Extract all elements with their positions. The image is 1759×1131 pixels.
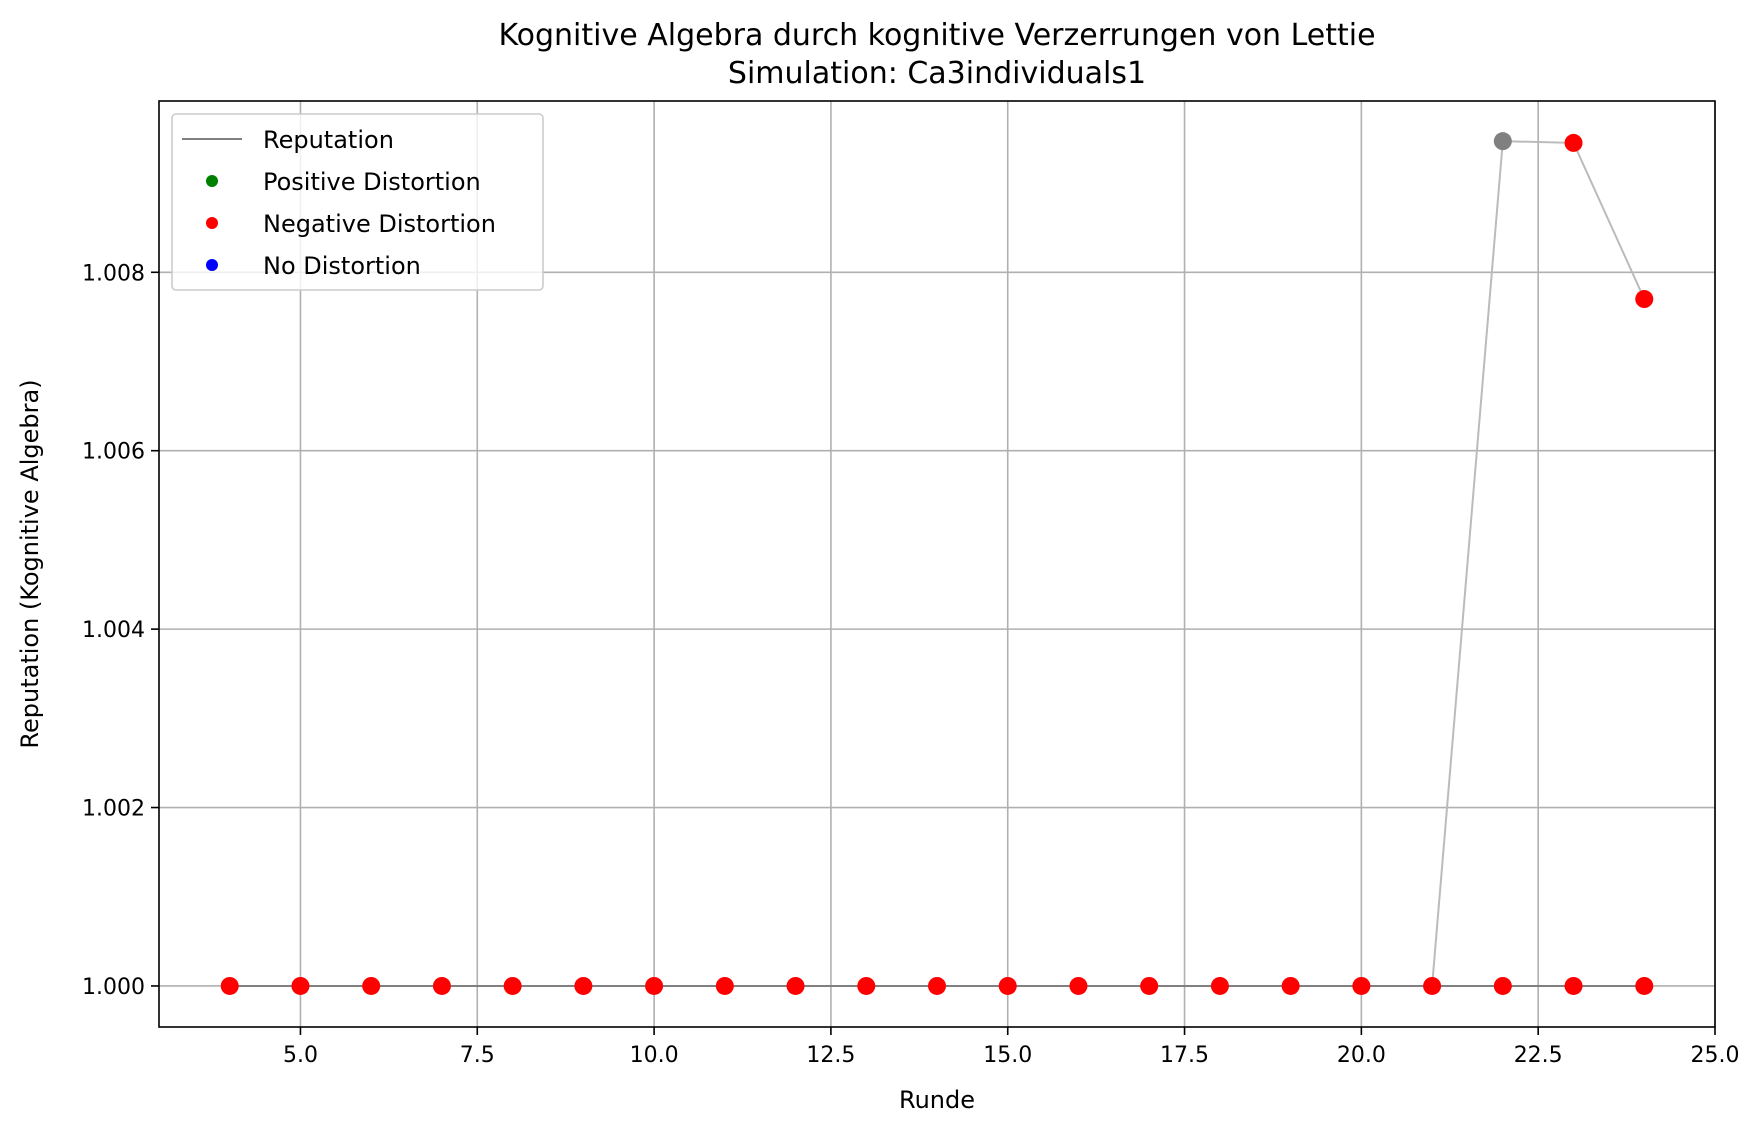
data-point	[857, 976, 876, 995]
data-point	[1635, 290, 1654, 309]
x-tick-label: 5.0	[283, 1043, 318, 1068]
data-point	[1564, 976, 1583, 995]
x-tick-label: 22.5	[1514, 1043, 1563, 1068]
data-point	[1423, 976, 1442, 995]
data-point	[928, 976, 946, 995]
legend-marker-swatch	[206, 175, 218, 187]
x-tick-label: 7.5	[460, 1043, 495, 1068]
legend-marker-swatch	[206, 217, 218, 229]
legend-label: Negative Distortion	[263, 210, 496, 238]
data-point	[220, 976, 239, 995]
data-point	[786, 976, 805, 995]
y-tick-label: 1.002	[82, 797, 145, 822]
legend-label: Positive Distortion	[263, 168, 481, 196]
data-point	[1140, 976, 1159, 995]
data-point	[998, 976, 1017, 995]
data-point	[574, 976, 593, 995]
y-tick-label: 1.008	[82, 261, 145, 286]
data-point	[1493, 132, 1512, 151]
legend-label: Reputation	[263, 126, 394, 154]
data-point	[1210, 976, 1229, 995]
y-tick-label: 1.006	[82, 440, 145, 465]
x-tick-label: 25.0	[1691, 1043, 1740, 1068]
data-point	[362, 976, 381, 995]
data-point	[1564, 133, 1583, 152]
x-tick-label: 12.5	[806, 1043, 855, 1068]
legend-marker-swatch	[206, 259, 218, 271]
data-point	[645, 976, 664, 995]
legend-label: No Distortion	[263, 252, 421, 280]
plot-frame	[158, 100, 1716, 1028]
axis-ticks: 5.0 7.5 10.0 12.5 15.0 17.5 20.0 22.5 25.0 1.000 1…	[82, 261, 1739, 1068]
x-tick-label: 17.5	[1160, 1043, 1209, 1068]
data-point	[1635, 976, 1654, 995]
x-axis-label: Runde	[899, 1086, 975, 1114]
chart-title: Kognitive Algebra durch kognitive Verzer…	[498, 18, 1375, 53]
x-tick-label: 15.0	[983, 1043, 1032, 1068]
data-point	[291, 976, 310, 995]
y-tick-label: 1.000	[82, 975, 145, 1000]
legend: Reputation Positive Distortion Negative Di…	[171, 113, 544, 291]
data-point	[1352, 976, 1371, 995]
data-point	[503, 976, 522, 995]
data-point	[1281, 976, 1300, 995]
legend-box	[171, 113, 544, 291]
y-axis-label: Reputation (Kognitive Algebra)	[16, 379, 44, 748]
x-tick-label: 10.0	[630, 1043, 679, 1068]
y-tick-label: 1.004	[82, 618, 145, 643]
chart-subtitle: Simulation: Ca3individuals1	[728, 56, 1146, 91]
data-point	[1069, 976, 1088, 995]
data-point	[715, 976, 734, 995]
data-point	[432, 976, 451, 995]
x-tick-label: 20.0	[1337, 1043, 1386, 1068]
plot-area	[220, 132, 1654, 995]
data-point	[1493, 976, 1512, 995]
